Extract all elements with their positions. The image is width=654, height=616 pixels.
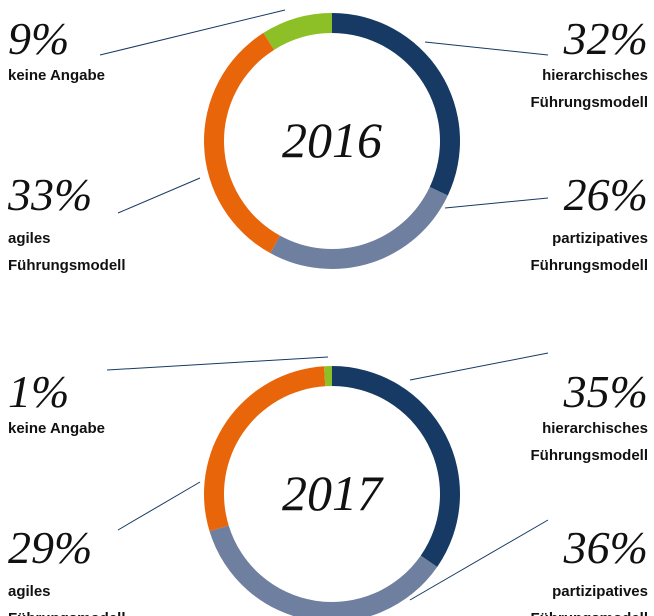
value-label: 32%: [563, 13, 648, 64]
value-label: 35%: [563, 366, 648, 417]
donut-segment: [324, 366, 332, 387]
leader-line: [409, 519, 549, 601]
leader-line: [409, 352, 549, 381]
donut-segment: [203, 366, 326, 532]
category-label: keine Angabe: [8, 420, 105, 437]
leader-line: [106, 356, 329, 371]
category-label: agiles Führungsmodell: [8, 230, 126, 274]
leader-line: [117, 481, 201, 531]
leader-line: [99, 9, 286, 56]
value-label: 1%: [8, 366, 70, 417]
donut-segment: [332, 366, 461, 567]
value-label: 26%: [563, 169, 648, 220]
donut-segment: [332, 13, 460, 196]
leader-line: [444, 197, 549, 209]
donut-segment: [263, 13, 332, 50]
donut-segment: [204, 32, 280, 254]
value-label: 33%: [8, 169, 93, 220]
value-label: 36%: [563, 522, 648, 573]
value-label: 9%: [8, 13, 70, 64]
category-label: keine Angabe: [8, 67, 105, 84]
value-label: 29%: [8, 522, 93, 573]
category-label: hierarchisches Führungsmodell: [530, 420, 649, 464]
category-label: partizipatives Führungsmodell: [531, 583, 649, 616]
donut-segment: [209, 525, 438, 616]
leader-line: [117, 177, 201, 214]
category-label: hierarchisches Führungsmodell: [530, 67, 649, 111]
leader-line: [424, 41, 549, 56]
category-label: agiles Führungsmodell: [8, 583, 126, 616]
donut-segment: [270, 186, 448, 269]
category-label: partizipatives Führungsmodell: [530, 230, 649, 274]
chart-title: 2017: [282, 465, 382, 521]
chart-title: 2016: [282, 112, 382, 168]
